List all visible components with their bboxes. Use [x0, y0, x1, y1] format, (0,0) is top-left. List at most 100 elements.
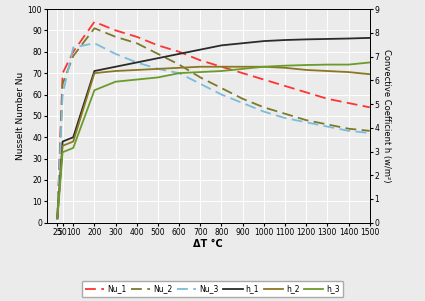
Nu_3 — [367, 131, 372, 135]
Nu_1 — [71, 50, 76, 54]
h_2 — [134, 68, 139, 72]
Nu_1 — [113, 29, 118, 32]
Nu_1 — [283, 84, 288, 88]
h_2 — [367, 73, 372, 76]
h_1 — [261, 39, 266, 43]
Line: h_2: h_2 — [57, 67, 370, 219]
h_1 — [113, 65, 118, 69]
h_2 — [240, 65, 245, 69]
Nu_3 — [261, 110, 266, 113]
Nu_2 — [283, 112, 288, 116]
h_1 — [283, 38, 288, 42]
Nu_2 — [55, 217, 60, 220]
Nu_2 — [134, 42, 139, 45]
Line: Nu_3: Nu_3 — [57, 43, 370, 219]
h_1 — [156, 56, 161, 60]
Nu_1 — [156, 44, 161, 47]
Nu_1 — [240, 71, 245, 75]
h_1 — [134, 61, 139, 64]
Nu_1 — [60, 71, 65, 75]
Nu_2 — [60, 82, 65, 86]
X-axis label: ΔT °C: ΔT °C — [193, 239, 223, 250]
h_2 — [55, 217, 60, 220]
h_1 — [55, 217, 60, 220]
Nu_3 — [346, 129, 351, 133]
Nu_3 — [92, 42, 97, 45]
Nu_2 — [219, 86, 224, 90]
Nu_2 — [346, 127, 351, 131]
Nu_3 — [156, 67, 161, 71]
h_3 — [55, 217, 60, 220]
h_1 — [325, 37, 330, 41]
Nu_1 — [261, 78, 266, 81]
h_3 — [261, 65, 266, 69]
Nu_2 — [113, 35, 118, 39]
Nu_2 — [240, 97, 245, 101]
h_1 — [240, 42, 245, 45]
h_2 — [346, 70, 351, 74]
Nu_1 — [346, 101, 351, 105]
Line: h_3: h_3 — [57, 63, 370, 219]
Nu_1 — [303, 91, 309, 94]
h_1 — [367, 36, 372, 40]
Nu_2 — [367, 129, 372, 133]
h_3 — [113, 80, 118, 83]
Nu_1 — [55, 217, 60, 220]
Line: h_1: h_1 — [57, 38, 370, 219]
h_2 — [71, 140, 76, 143]
Nu_3 — [55, 217, 60, 220]
h_3 — [176, 71, 181, 75]
h_2 — [176, 66, 181, 70]
h_2 — [303, 68, 309, 72]
Nu_2 — [156, 52, 161, 56]
h_3 — [134, 78, 139, 81]
Nu_3 — [283, 116, 288, 120]
Nu_1 — [92, 20, 97, 24]
Line: Nu_2: Nu_2 — [57, 28, 370, 219]
h_2 — [219, 65, 224, 69]
Nu_2 — [303, 118, 309, 122]
h_3 — [60, 150, 65, 154]
h_3 — [198, 70, 203, 74]
Nu_1 — [176, 50, 181, 54]
Nu_3 — [325, 125, 330, 128]
Nu_2 — [198, 76, 203, 79]
h_2 — [60, 144, 65, 147]
Legend: Nu_1, Nu_2, Nu_3, h_1, h_2, h_3: Nu_1, Nu_2, Nu_3, h_1, h_2, h_3 — [82, 281, 343, 297]
h_1 — [219, 44, 224, 47]
h_2 — [113, 69, 118, 73]
h_2 — [92, 71, 97, 75]
Nu_3 — [176, 71, 181, 75]
Y-axis label: Convective Coefficient h (w/m²): Convective Coefficient h (w/m²) — [382, 49, 391, 183]
h_3 — [156, 76, 161, 79]
h_1 — [176, 52, 181, 56]
Nu_3 — [240, 101, 245, 105]
h_2 — [261, 65, 266, 69]
h_3 — [219, 69, 224, 73]
Nu_1 — [219, 65, 224, 69]
Nu_1 — [367, 106, 372, 109]
h_3 — [325, 63, 330, 67]
Line: Nu_1: Nu_1 — [57, 22, 370, 219]
h_3 — [240, 67, 245, 71]
Nu_2 — [176, 63, 181, 67]
Nu_2 — [261, 106, 266, 109]
h_3 — [71, 146, 76, 150]
h_3 — [283, 64, 288, 67]
Y-axis label: Nusselt Number Nu: Nusselt Number Nu — [16, 72, 25, 160]
h_3 — [303, 63, 309, 67]
h_2 — [325, 69, 330, 73]
Nu_2 — [71, 54, 76, 58]
Nu_1 — [134, 35, 139, 39]
Nu_3 — [134, 61, 139, 64]
h_1 — [92, 69, 97, 73]
Nu_3 — [71, 46, 76, 49]
Nu_3 — [113, 52, 118, 56]
Nu_2 — [325, 123, 330, 126]
h_2 — [156, 67, 161, 71]
h_3 — [346, 63, 351, 67]
h_1 — [60, 140, 65, 143]
Nu_3 — [198, 82, 203, 86]
Nu_3 — [303, 120, 309, 124]
h_1 — [71, 135, 76, 139]
